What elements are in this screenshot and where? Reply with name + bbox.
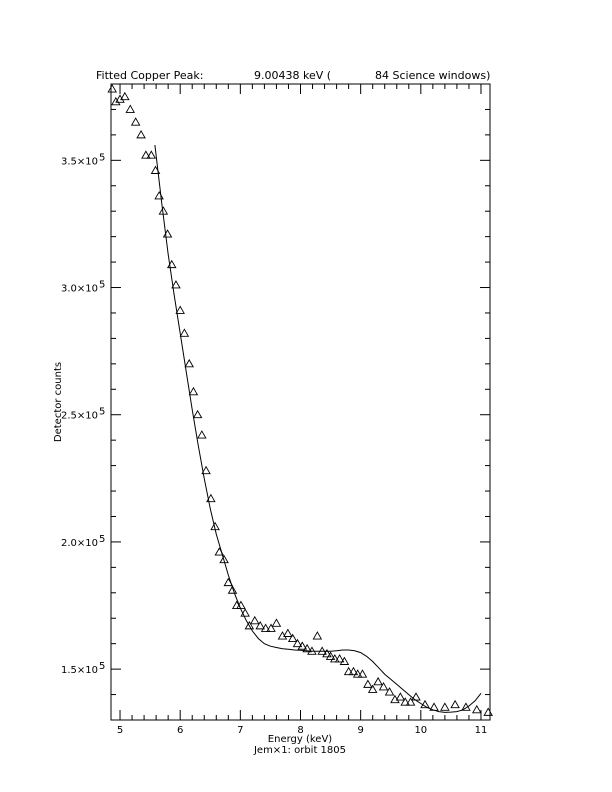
data-point [266,623,276,632]
data-point [471,704,482,714]
y-tick-exponent: 5 [99,661,105,672]
data-point [107,84,117,93]
chart-title-energy: 9.00438 keV ( [254,69,331,82]
data-point [334,654,345,663]
data-point [292,638,303,648]
y-tick-exponent: 5 [99,534,105,545]
data-point [483,707,493,716]
y-tick-label: 3.5×10 [61,156,98,167]
footer-label: Jem×1: orbit 1805 [253,745,346,756]
data-point [141,150,151,159]
data-point [154,191,164,200]
data-point [219,554,229,564]
data-point [367,684,378,693]
data-point [255,620,265,630]
data-point [227,585,238,594]
data-point [352,669,363,678]
data-point [297,641,308,650]
x-tick-labels: 5 6 7 8 9 10 11 [117,725,488,736]
x-tick-label: 9 [357,725,363,736]
y-tick-label: 2.5×10 [61,411,98,422]
data-point [197,430,207,439]
data-point [111,96,121,106]
data-point [373,676,383,686]
y-tick-exponent: 5 [99,280,105,291]
data-point [325,651,336,660]
x-tick-label: 7 [237,725,243,736]
y-tick-label: 2.0×10 [61,538,98,549]
data-point [283,628,293,637]
data-point [390,694,400,704]
tick-marks [111,83,490,721]
data-point [420,699,430,709]
data-point [400,697,410,706]
data-point [378,682,389,691]
data-point [188,386,199,396]
data-point [115,94,125,103]
data-point [250,615,260,625]
y-tick-label: 3.0×10 [61,284,98,295]
data-point [201,465,211,475]
data-point [120,91,130,101]
data-point [179,328,190,337]
x-axis-label: Energy (keV) [268,734,333,745]
data-point [240,608,250,617]
fit-curve [154,145,482,713]
chart-title-prefix: Fitted Copper Peak: [96,69,203,82]
data-point [171,280,181,289]
data-point [322,648,332,658]
data-point [339,656,350,665]
data-point [260,623,271,632]
y-axis-label: Detector counts [53,362,64,442]
data-point [146,150,157,159]
data-point [312,631,323,640]
data-point [206,493,216,503]
data-point [330,654,340,663]
x-tick-label: 8 [297,725,303,736]
data-point [184,358,194,368]
data-point [395,692,406,701]
x-tick-label: 5 [117,725,123,736]
data-point [348,666,359,676]
x-tick-label: 10 [414,725,427,736]
y-tick-exponent: 5 [99,152,105,163]
data-point [440,702,450,711]
data-point [175,305,185,314]
data-points [107,84,493,716]
data-point [130,117,141,126]
data-point [287,633,298,643]
data-point [363,679,373,688]
data-point [271,618,282,627]
y-tick-label: 1.5×10 [61,665,98,676]
data-point [277,631,288,640]
data-point [136,129,146,139]
data-point [244,620,255,630]
data-point [343,666,354,676]
data-point [357,669,368,678]
chart-title-windows: 84 Science windows) [375,69,490,82]
data-point [450,699,460,709]
plot-frame [110,83,491,721]
data-point [162,229,173,238]
data-point [411,692,421,701]
data-point [384,687,395,696]
data-point [405,697,416,706]
x-tick-label: 6 [177,725,183,736]
x-tick-label: 11 [475,725,488,736]
data-point [125,104,136,113]
data-point [192,409,203,419]
data-point [302,643,312,653]
y-tick-exponent: 5 [99,407,105,418]
y-tick-labels: 1.5×10 52.0×10 52.5×10 53.0×10 53.5×10 5 [61,152,105,676]
